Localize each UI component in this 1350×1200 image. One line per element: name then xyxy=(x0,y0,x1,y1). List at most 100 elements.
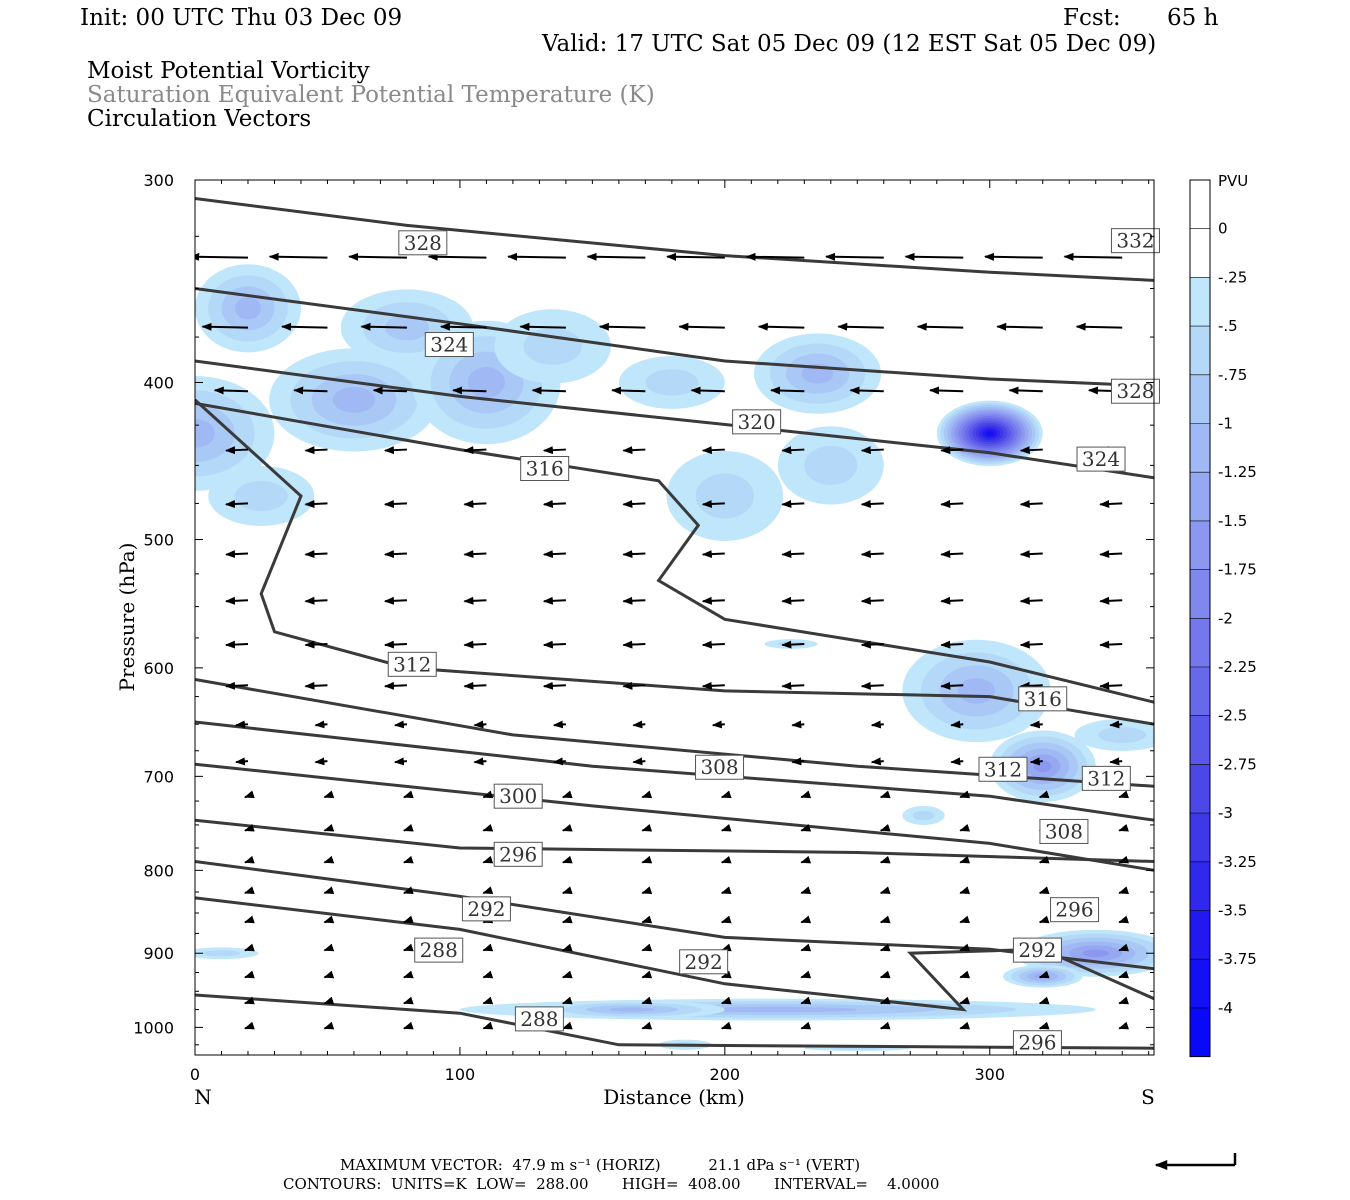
vector-arrow xyxy=(452,386,487,395)
vector-arrow xyxy=(244,915,255,924)
vector-arrow xyxy=(383,596,407,605)
colorbar-swatch xyxy=(1190,813,1210,862)
mpv-blob xyxy=(957,678,996,704)
vector-arrow xyxy=(800,943,812,952)
colorbar-swatch xyxy=(1190,569,1210,619)
theta-e-contour xyxy=(195,720,1154,822)
field-title-vectors: Circulation Vectors xyxy=(87,106,312,132)
contour-label-text: 332 xyxy=(1116,229,1154,253)
contour-label-text: 312 xyxy=(393,652,431,676)
vector-arrow xyxy=(314,757,328,766)
vector-arrow xyxy=(800,970,812,979)
colorbar: PVU 0 -.25 -.5 -.75 -1 -1.25 -1.5 -1.75 -2 -2.25 -2… xyxy=(1189,172,1257,1058)
vector-arrow xyxy=(244,996,255,1005)
vector-arrow xyxy=(402,823,414,832)
cross-section-chart: 328 324 320 316 312 308 300 296 292 288 292 288 332 3… xyxy=(115,171,1257,1109)
colorbar-swatch xyxy=(1190,180,1210,229)
contour-label-text: 316 xyxy=(1024,687,1062,711)
vector-arrow xyxy=(304,640,328,649)
vector-arrow xyxy=(561,823,573,832)
contour-label-text: 316 xyxy=(526,457,564,481)
vector-arrow xyxy=(641,855,653,864)
colorbar-label: -.75 xyxy=(1218,366,1247,384)
colorbar-swatch xyxy=(1190,861,1210,911)
vector-arrow xyxy=(800,790,812,799)
vector-arrow xyxy=(837,322,884,331)
vector-arrow xyxy=(720,996,732,1005)
y-tick-label: 300 xyxy=(143,171,174,190)
vector-arrow xyxy=(402,915,414,924)
vector-arrow xyxy=(950,720,964,729)
x-tick-label: 300 xyxy=(974,1065,1005,1084)
vector-arrow xyxy=(757,322,805,331)
vector-arrow xyxy=(323,915,335,924)
contour-label-text: 296 xyxy=(499,842,537,866)
vector-arrow xyxy=(1109,757,1123,766)
vector-arrow xyxy=(304,500,328,509)
contour-info-note: CONTOURS: UNITS=K LOW= 288.00 HIGH= 408.… xyxy=(283,1175,940,1193)
vector-arrow xyxy=(482,1021,494,1030)
vector-arrow xyxy=(439,322,487,331)
vector-arrow xyxy=(561,996,573,1005)
vector-arrow xyxy=(641,996,653,1005)
init-time: Init: 00 UTC Thu 03 Dec 09 xyxy=(80,5,403,31)
y-tick-label: 900 xyxy=(143,944,174,963)
vector-arrow xyxy=(781,550,805,559)
colorbar-label: -2.75 xyxy=(1218,755,1257,773)
vector-arrow xyxy=(701,640,725,649)
vector-arrow xyxy=(348,252,407,261)
vector-arrow xyxy=(879,970,891,979)
vector-arrow xyxy=(916,322,964,331)
vector-arrow xyxy=(224,446,249,455)
contour-label-box xyxy=(398,230,448,256)
vector-arrow xyxy=(323,886,335,894)
vector-arrow xyxy=(234,757,249,766)
vector-arrow xyxy=(482,915,494,924)
contour-label-text: 292 xyxy=(467,897,505,921)
vector-arrow xyxy=(800,915,812,924)
colorbar-label: -3.75 xyxy=(1218,950,1257,968)
contour-label-text: 288 xyxy=(420,938,458,962)
vector-arrow xyxy=(940,681,964,690)
mpv-blob xyxy=(1082,949,1109,958)
vector-arrow xyxy=(383,640,407,649)
vector-arrow xyxy=(463,640,487,649)
vector-arrow xyxy=(1019,596,1043,605)
vector-arrow xyxy=(860,596,884,605)
vector-arrow xyxy=(781,596,805,605)
x-end-label-south: S xyxy=(1141,1085,1155,1109)
forecast-label: Fcst: xyxy=(1063,5,1121,31)
theta-e-contour xyxy=(195,287,1154,388)
vector-arrow xyxy=(402,855,414,864)
vector-arrow xyxy=(482,970,494,979)
vector-arrow xyxy=(224,596,249,605)
colorbar-label: -.25 xyxy=(1218,268,1247,286)
vector-arrow xyxy=(959,943,971,952)
contour-label: 292 xyxy=(1012,937,1062,963)
vector-arrow xyxy=(561,886,573,894)
vector-arrow xyxy=(1029,720,1043,729)
contour-label: 288 xyxy=(414,937,464,963)
vector-arrow xyxy=(622,596,646,605)
contour-label-box xyxy=(1039,818,1089,844)
colorbar-label: -2.5 xyxy=(1218,707,1247,725)
contour-label-box xyxy=(424,332,474,358)
vector-arrow xyxy=(1019,681,1043,690)
vector-arrow xyxy=(244,886,255,894)
theta-e-contour xyxy=(195,197,1154,282)
mpv-blob xyxy=(608,1007,656,1012)
vector-arrow xyxy=(879,1021,891,1030)
contour-label-box xyxy=(493,783,543,809)
vector-arrow xyxy=(800,855,812,864)
y-tick-label: 600 xyxy=(143,659,174,678)
y-tick-label: 500 xyxy=(143,531,174,550)
colorbar-label: 0 xyxy=(1218,220,1228,238)
vector-arrow xyxy=(701,681,725,690)
y-tick-label: 800 xyxy=(143,861,174,880)
contour-labels: 328 324 320 316 312 308 300 296 292 288 292 288 332 3… xyxy=(387,228,1160,1056)
vector-arrow xyxy=(632,757,646,766)
vector-arrow xyxy=(372,386,407,395)
vector-arrow xyxy=(463,681,487,690)
forecast-hour: 65 h xyxy=(1167,5,1219,31)
contour-label-text: 324 xyxy=(1082,447,1120,471)
